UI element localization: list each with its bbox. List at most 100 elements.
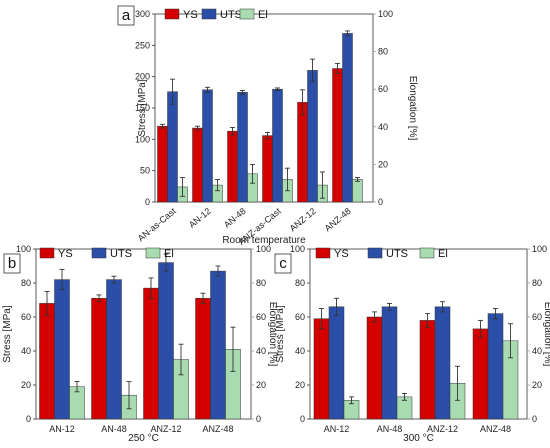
y2-tick-label-c: 40	[532, 346, 542, 356]
legend-label-uts-c: UTS	[386, 248, 408, 260]
y-tick-label-a: 100	[135, 134, 150, 144]
bar-uts-b	[54, 279, 70, 420]
panel-label-a: a	[122, 7, 131, 24]
y-tick-label-a: 150	[135, 103, 150, 113]
bar-uts-a	[202, 89, 213, 203]
x-tick-label-a: AN-as-Cast	[136, 206, 178, 244]
y-tick-label-b: 60	[21, 312, 31, 322]
y2-tick-label-a: 0	[378, 197, 383, 207]
legend-swatch-el-c	[419, 247, 435, 259]
bar-ys-a	[332, 68, 343, 203]
bar-ys-b	[195, 298, 211, 420]
y2-tick-label-b: 80	[256, 278, 266, 288]
y2-tick-label-a: 20	[378, 159, 388, 169]
x-tick-label-b: ANZ-12	[150, 424, 181, 434]
x-axis-label-b: 250 °C	[128, 433, 159, 444]
bar-uts-a	[237, 92, 248, 203]
y2-tick-label-a: 80	[378, 47, 388, 57]
bar-ys-c	[366, 316, 383, 420]
bar-ys-b	[91, 298, 107, 420]
y-tick-label-c: 20	[295, 380, 305, 390]
bar-ys-c	[419, 320, 436, 420]
y-tick-label-c: 80	[295, 278, 305, 288]
bar-uts-c	[487, 313, 504, 420]
x-tick-label-a: ANZ-48	[323, 206, 353, 234]
bar-ys-a	[262, 135, 273, 203]
y-tick-label-b: 100	[16, 244, 31, 254]
y-tick-label-c: 60	[295, 312, 305, 322]
panel-label-box-c	[274, 253, 292, 274]
legend-swatch-uts-c	[367, 247, 383, 259]
y2-tick-label-b: 60	[256, 312, 266, 322]
y-tick-label-a: 50	[140, 166, 150, 176]
y2-tick-label-c: 60	[532, 312, 542, 322]
x-axis-label-c: 300 °C	[403, 433, 434, 444]
y-tick-label-b: 20	[21, 380, 31, 390]
y-tick-label-c: 100	[290, 244, 305, 254]
legend-label-uts-b: UTS	[110, 248, 132, 260]
legend-swatch-el-b	[145, 247, 161, 259]
y-tick-label-b: 0	[26, 414, 31, 424]
plot-frame-c	[309, 248, 528, 420]
y2-tick-label-b: 0	[256, 414, 261, 424]
bar-uts-a	[307, 70, 318, 203]
y2-tick-label-c: 20	[532, 380, 542, 390]
y-axis-label-b: Stress [MPa]	[2, 305, 13, 362]
bar-ys-c	[313, 318, 330, 420]
legend-label-ys-b: YS	[58, 248, 73, 260]
y-tick-label-c: 40	[295, 346, 305, 356]
legend-swatch-ys-a	[164, 8, 180, 20]
y-axis-label-c: Stress [MPa]	[275, 305, 286, 362]
bar-uts-c	[328, 306, 345, 420]
legend-label-el-c: El	[438, 248, 448, 260]
y2-axis-label-a: Elongation [%]	[407, 76, 418, 141]
y2-tick-label-c: 80	[532, 278, 542, 288]
legend-swatch-ys-c	[315, 247, 331, 259]
y-tick-label-a: 0	[145, 197, 150, 207]
legend-swatch-uts-a	[201, 8, 217, 20]
bar-ys-a	[227, 130, 238, 203]
panel-label-c: c	[279, 255, 287, 272]
x-tick-label-c: AN-12	[324, 424, 350, 434]
y-tick-label-a: 250	[135, 40, 150, 50]
y2-tick-label-b: 20	[256, 380, 266, 390]
x-tick-label-b: ANZ-48	[202, 424, 233, 434]
bar-ys-c	[472, 328, 489, 420]
bar-uts-a	[342, 33, 353, 203]
y-axis-label-a: Stress [MPa]	[137, 79, 148, 136]
y-tick-label-a: 200	[135, 72, 150, 82]
y2-tick-label-a: 100	[378, 9, 393, 19]
bar-ys-a	[157, 125, 168, 203]
bar-uts-c	[434, 306, 451, 420]
legend-swatch-ys-b	[39, 247, 55, 259]
y2-axis-label-b: Elongation [%]	[267, 302, 278, 367]
legend-label-uts-a: UTS	[220, 9, 242, 21]
bar-ys-a	[297, 102, 308, 203]
bar-ys-b	[143, 287, 159, 420]
bar-uts-c	[381, 306, 398, 420]
x-tick-label-a: AN-12	[187, 206, 213, 230]
panel-label-b: b	[8, 255, 16, 272]
bar-uts-a	[167, 91, 178, 203]
y2-tick-label-b: 40	[256, 346, 266, 356]
panel-label-box-b	[3, 253, 21, 274]
x-tick-label-c: ANZ-12	[427, 424, 458, 434]
y2-tick-label-b: 100	[256, 244, 271, 254]
x-tick-label-c: ANZ-48	[480, 424, 511, 434]
legend-label-el-b: El	[164, 248, 174, 260]
bar-uts-a	[272, 88, 283, 203]
bar-ys-b	[39, 303, 55, 420]
panel-label-box-a	[117, 5, 135, 26]
y2-tick-label-a: 40	[378, 122, 388, 132]
y2-axis-label-c: Elongation [%]	[542, 302, 550, 367]
y-tick-label-b: 80	[21, 278, 31, 288]
x-tick-label-b: AN-12	[49, 424, 75, 434]
x-tick-label-c: AN-48	[377, 424, 403, 434]
bar-uts-b	[210, 270, 226, 420]
legend-label-ys-a: YS	[183, 9, 198, 21]
x-tick-label-a: AN-48	[222, 206, 248, 230]
y-tick-label-b: 40	[21, 346, 31, 356]
y2-tick-label-c: 0	[532, 414, 537, 424]
legend-swatch-el-a	[239, 8, 255, 20]
